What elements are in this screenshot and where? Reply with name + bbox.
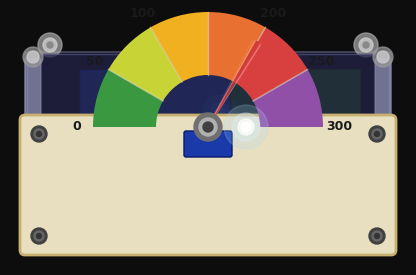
Circle shape: [232, 113, 260, 141]
Wedge shape: [109, 28, 182, 101]
Circle shape: [194, 113, 222, 141]
Wedge shape: [234, 28, 307, 101]
Circle shape: [31, 126, 47, 142]
Circle shape: [369, 228, 385, 244]
Wedge shape: [93, 70, 163, 127]
Circle shape: [37, 233, 42, 238]
Circle shape: [43, 38, 57, 52]
Bar: [80, 70, 280, 115]
Circle shape: [23, 47, 43, 67]
Circle shape: [372, 231, 382, 241]
Wedge shape: [253, 70, 323, 127]
Circle shape: [241, 122, 251, 132]
Circle shape: [359, 38, 373, 52]
Circle shape: [31, 228, 47, 244]
Wedge shape: [208, 12, 265, 82]
Circle shape: [374, 233, 379, 238]
Circle shape: [372, 129, 382, 139]
Circle shape: [27, 51, 39, 63]
Circle shape: [34, 231, 44, 241]
Wedge shape: [151, 12, 208, 82]
Text: 250: 250: [308, 55, 334, 68]
Text: 0: 0: [73, 120, 82, 133]
Circle shape: [354, 33, 378, 57]
Circle shape: [238, 119, 254, 135]
Circle shape: [38, 33, 62, 57]
Circle shape: [363, 42, 369, 48]
Text: 100: 100: [129, 7, 156, 20]
Circle shape: [47, 42, 53, 48]
Circle shape: [377, 51, 389, 63]
Circle shape: [37, 131, 42, 136]
Circle shape: [202, 95, 238, 131]
Circle shape: [203, 122, 213, 132]
FancyBboxPatch shape: [375, 58, 391, 117]
Circle shape: [369, 126, 385, 142]
Circle shape: [374, 131, 379, 136]
Circle shape: [210, 103, 230, 123]
Text: 50: 50: [86, 55, 103, 68]
Bar: [190, 15, 220, 75]
Circle shape: [224, 105, 268, 149]
Circle shape: [373, 47, 393, 67]
Text: 150: 150: [195, 0, 221, 2]
Circle shape: [215, 108, 225, 118]
Circle shape: [199, 118, 217, 136]
FancyBboxPatch shape: [25, 52, 391, 133]
Bar: [230, 69, 360, 117]
FancyBboxPatch shape: [20, 115, 396, 255]
FancyBboxPatch shape: [25, 58, 41, 117]
FancyBboxPatch shape: [27, 54, 389, 122]
FancyBboxPatch shape: [184, 131, 232, 157]
Text: 300: 300: [326, 120, 352, 133]
Text: 200: 200: [260, 7, 287, 20]
Circle shape: [34, 129, 44, 139]
